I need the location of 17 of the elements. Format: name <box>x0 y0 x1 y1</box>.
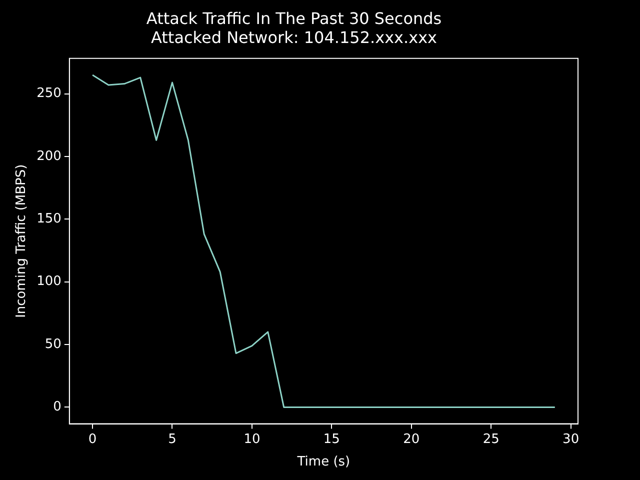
y-tick-label: 150 <box>36 212 62 227</box>
chart-subtitle: Attacked Network: 104.152.xxx.xxx <box>150 28 438 47</box>
chart-title: Attack Traffic In The Past 30 Seconds <box>146 8 442 28</box>
x-tick-label: 15 <box>323 432 340 447</box>
x-tick-label: 30 <box>562 432 580 447</box>
x-axis-title: Time (s) <box>296 454 350 470</box>
x-tick-label: 0 <box>88 432 97 447</box>
y-tick-label: 250 <box>36 86 62 102</box>
x-tick-label: 25 <box>482 432 500 447</box>
y-tick-label: 100 <box>36 274 62 290</box>
x-tick-label: 20 <box>403 432 420 447</box>
y-axis-title: Incoming Traffic (MBPS) <box>14 164 30 318</box>
x-tick-label: 10 <box>244 432 260 447</box>
y-tick-label: 0 <box>53 400 62 415</box>
x-tick-label: 5 <box>168 432 176 447</box>
y-tick-label: 200 <box>36 148 62 164</box>
y-tick-label: 50 <box>44 336 62 352</box>
